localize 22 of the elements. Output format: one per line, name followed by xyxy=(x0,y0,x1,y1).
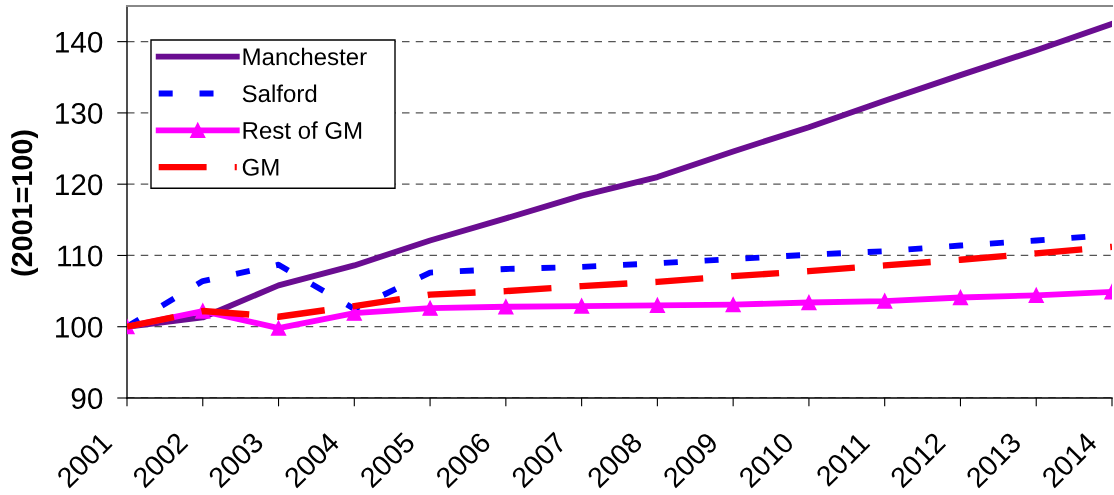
y-tick-label: 140 xyxy=(56,31,103,53)
legend-label: GM xyxy=(242,158,279,176)
point xyxy=(952,289,969,306)
legend-label: Rest of GM xyxy=(243,121,362,139)
point xyxy=(725,296,741,313)
y-tick-label: 90 xyxy=(71,388,103,410)
point xyxy=(346,305,362,321)
y-tick-label: 100 xyxy=(56,316,103,338)
point xyxy=(270,320,287,336)
y-tick-label: 130 xyxy=(56,102,103,124)
point xyxy=(649,297,666,313)
point xyxy=(801,294,817,311)
point xyxy=(422,300,438,316)
point xyxy=(877,293,893,309)
y-tick-label: 110 xyxy=(58,245,103,267)
legend-label: Salford xyxy=(242,84,317,103)
point xyxy=(498,299,514,315)
legend-label: Manchester xyxy=(243,47,367,66)
y-tick-label: 120 xyxy=(56,174,103,196)
point xyxy=(1028,287,1044,304)
point xyxy=(573,298,590,314)
y-axis-title: (2001=100) xyxy=(11,130,38,276)
